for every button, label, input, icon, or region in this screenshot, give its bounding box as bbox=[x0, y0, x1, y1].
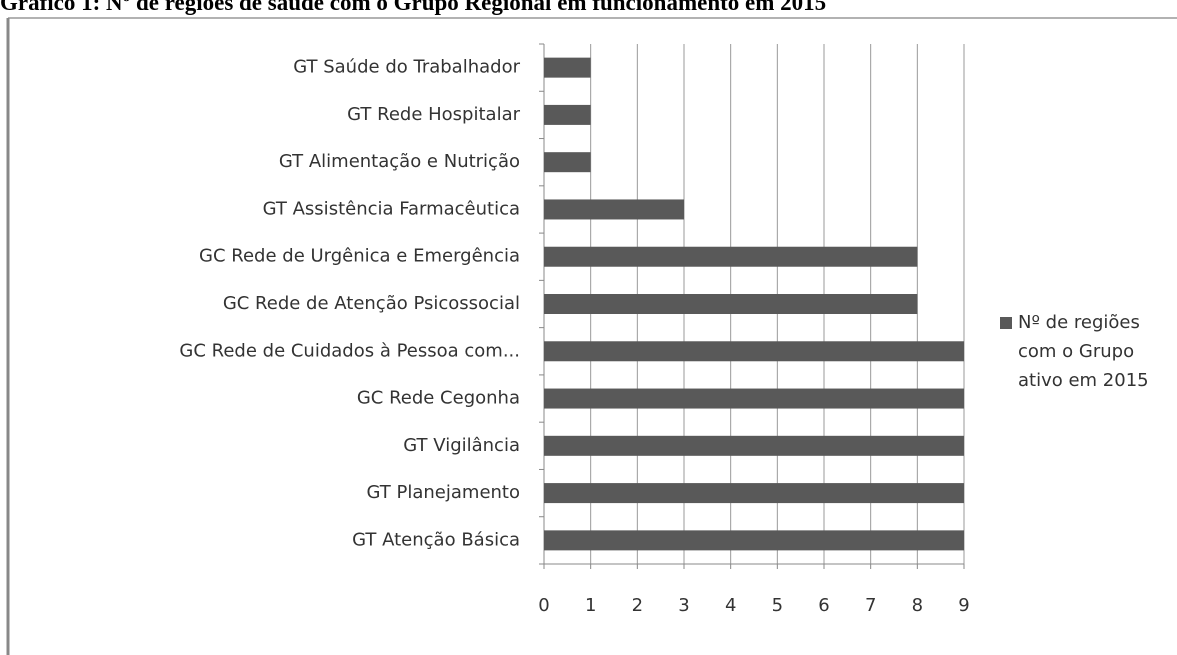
y-tick-label: GC Rede Cegonha bbox=[357, 388, 520, 409]
y-tick-label: GC Rede de Urgênica e Emergência bbox=[199, 246, 520, 267]
x-tick-label: 2 bbox=[632, 595, 643, 616]
y-tick-label: GT Rede Hospitalar bbox=[347, 104, 520, 125]
bar bbox=[544, 435, 964, 456]
y-tick-label: GT Vigilância bbox=[403, 435, 520, 456]
x-tick-label: 7 bbox=[865, 595, 876, 616]
x-tick-label: 9 bbox=[958, 595, 969, 616]
x-tick-label: 3 bbox=[678, 595, 689, 616]
bar bbox=[544, 152, 591, 173]
bar bbox=[544, 104, 591, 125]
bar bbox=[544, 57, 591, 78]
y-tick-label: GT Saúde do Trabalhador bbox=[293, 57, 520, 78]
chart-title: Gráfico 1: Nº de regiões de saúde com o … bbox=[0, 0, 826, 15]
y-tick-label: GT Atenção Básica bbox=[352, 529, 520, 550]
bar bbox=[544, 341, 964, 362]
legend-swatch bbox=[1000, 317, 1012, 329]
x-tick-label: 8 bbox=[912, 595, 923, 616]
x-tick-label: 4 bbox=[725, 595, 736, 616]
y-tick-label: GT Alimentação e Nutrição bbox=[279, 151, 520, 172]
legend: Nº de regiões com o Grupo ativo em 2015 bbox=[1000, 308, 1150, 395]
bar bbox=[544, 294, 918, 314]
bar bbox=[544, 530, 964, 551]
x-tick-label: 5 bbox=[772, 595, 783, 616]
x-tick-label: 0 bbox=[538, 595, 549, 616]
y-tick-label: GC Rede de Cuidados à Pessoa com... bbox=[179, 340, 520, 361]
y-tick-label: GT Planejamento bbox=[366, 482, 520, 503]
y-tick-label: GT Assistência Farmacêutica bbox=[263, 198, 520, 219]
x-tick-label: 6 bbox=[818, 595, 829, 616]
bar bbox=[544, 483, 964, 504]
bar bbox=[544, 246, 918, 267]
bar bbox=[544, 388, 964, 409]
x-tick-label: 1 bbox=[585, 595, 596, 616]
y-tick-label: GC Rede de Atenção Psicossocial bbox=[223, 293, 520, 314]
bar bbox=[544, 199, 684, 220]
legend-label: Nº de regiões com o Grupo ativo em 2015 bbox=[1018, 312, 1149, 391]
